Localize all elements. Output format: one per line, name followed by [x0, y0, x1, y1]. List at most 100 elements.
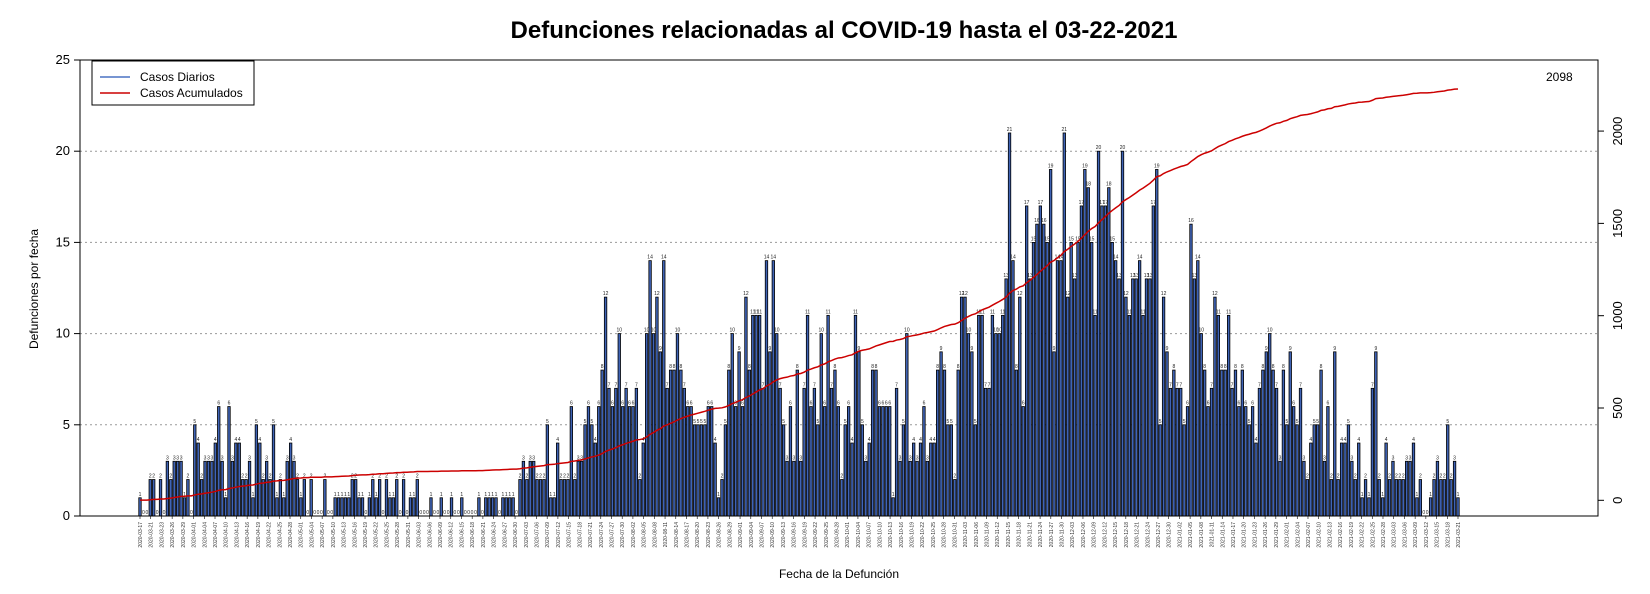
daily-bar: [922, 406, 926, 517]
x-tick-label: 2020-12-03: [1070, 522, 1076, 548]
x-tick-label: 2020-09-25: [824, 522, 830, 548]
x-tick-label: 2021-01-17: [1231, 522, 1237, 548]
bar-value-label: 0: [163, 510, 166, 516]
daily-bar: [734, 406, 738, 517]
bar-value-label: 13: [1130, 273, 1136, 279]
bar-value-label: 1: [361, 492, 364, 498]
bar-value-label: 14: [647, 255, 653, 261]
bar-value-label: 4: [1255, 437, 1258, 443]
bar-value-label: 4: [556, 437, 559, 443]
daily-bar: [1247, 424, 1251, 517]
daily-bar: [1439, 479, 1443, 517]
daily-bar: [1240, 369, 1244, 517]
bar-value-label: 3: [211, 455, 214, 461]
daily-bar: [1117, 278, 1121, 517]
daily-bar: [908, 460, 912, 517]
bar-value-label: 3: [926, 455, 929, 461]
daily-bar: [391, 497, 395, 517]
daily-bar: [689, 406, 693, 517]
daily-bar: [449, 497, 454, 517]
bar-value-label: 4: [197, 437, 200, 443]
bar-value-label: 3: [909, 455, 912, 461]
daily-bar: [1326, 406, 1330, 517]
bar-value-label: 11: [1093, 309, 1098, 315]
bar-value-label: 17: [1024, 200, 1030, 206]
bar-value-label: 11: [1000, 309, 1005, 315]
bar-value-label: 7: [1371, 382, 1374, 388]
daily-bar: [371, 479, 375, 517]
daily-bar: [1172, 369, 1176, 517]
daily-bar: [1435, 460, 1440, 517]
daily-bar: [754, 314, 758, 517]
daily-bar: [1165, 351, 1169, 517]
y2-tick-label: 500: [1610, 397, 1625, 419]
bar-value-label: 2: [1433, 474, 1436, 480]
bar-value-label: 7: [895, 382, 898, 388]
bar-value-label: 5: [974, 419, 977, 425]
daily-bar: [959, 296, 964, 517]
daily-bar: [816, 424, 820, 517]
daily-bar: [912, 442, 916, 517]
daily-bar: [1449, 479, 1453, 517]
bar-value-label: 3: [180, 455, 183, 461]
bar-value-label: 10: [616, 328, 622, 334]
bar-value-label: 6: [217, 401, 220, 407]
daily-bar: [1206, 406, 1210, 517]
bar-value-label: 9: [1166, 346, 1169, 352]
bar-value-label: 0: [464, 510, 467, 516]
x-tick-label: 2020-12-09: [1092, 522, 1098, 548]
daily-bar: [994, 333, 998, 517]
bar-value-label: 5: [947, 419, 950, 425]
x-tick-label: 2020-11-21: [1027, 522, 1033, 547]
daily-bar: [932, 442, 936, 517]
daily-bar: [1391, 460, 1395, 517]
daily-bar: [1336, 479, 1340, 517]
bar-value-label: 6: [686, 401, 689, 407]
daily-bar: [302, 479, 306, 517]
x-tick-label: 2020-09-10: [770, 522, 776, 548]
daily-bar: [1141, 314, 1145, 517]
x-tick-label: 2020-04-04: [202, 522, 208, 548]
daily-bar: [631, 406, 635, 517]
daily-bar: [737, 351, 741, 517]
daily-bar: [1387, 479, 1392, 517]
bar-value-label: 6: [710, 401, 713, 407]
daily-bar: [1319, 369, 1323, 517]
bar-value-label: 2: [152, 474, 155, 480]
daily-bar: [682, 387, 686, 517]
bar-value-label: 5: [1347, 419, 1350, 425]
x-tick-label: 2020-04-16: [245, 522, 251, 548]
bar-value-label: 9: [1374, 346, 1377, 352]
bar-value-label: 3: [293, 455, 296, 461]
daily-bar: [884, 406, 888, 517]
bar-value-label: 13: [1147, 273, 1153, 279]
bar-value-label: 7: [1210, 382, 1213, 388]
bar-value-label: 15: [1068, 236, 1074, 242]
bar-value-label: 2: [354, 474, 357, 480]
daily-bar: [888, 406, 892, 517]
bar-value-label: 8: [1203, 364, 1206, 370]
bar-value-label: 6: [632, 401, 635, 407]
bar-value-label: 2: [1378, 474, 1381, 480]
daily-bar: [521, 460, 526, 517]
bar-value-label: 1: [358, 492, 361, 498]
x-tick-label: 2020-04-10: [224, 522, 230, 548]
bar-value-label: 2: [245, 474, 248, 480]
daily-bar: [936, 369, 940, 517]
daily-bar: [220, 460, 224, 517]
bar-value-label: 15: [1031, 236, 1037, 242]
daily-bar: [1069, 241, 1073, 517]
bar-value-label: 10: [644, 328, 650, 334]
bar-value-label: 12: [1017, 291, 1023, 297]
bar-value-label: 4: [238, 437, 241, 443]
x-tick-label: 2020-05-31: [406, 522, 412, 548]
bar-value-label: 1: [553, 492, 556, 498]
bar-value-label: 7: [608, 382, 611, 388]
daily-bar: [1350, 460, 1354, 517]
daily-bar: [1374, 351, 1378, 517]
bar-value-label: 1: [392, 492, 395, 498]
bar-value-label: 0: [1426, 510, 1429, 516]
daily-bar: [792, 460, 796, 517]
bar-value-label: 11: [757, 309, 762, 315]
daily-bar: [597, 406, 601, 517]
